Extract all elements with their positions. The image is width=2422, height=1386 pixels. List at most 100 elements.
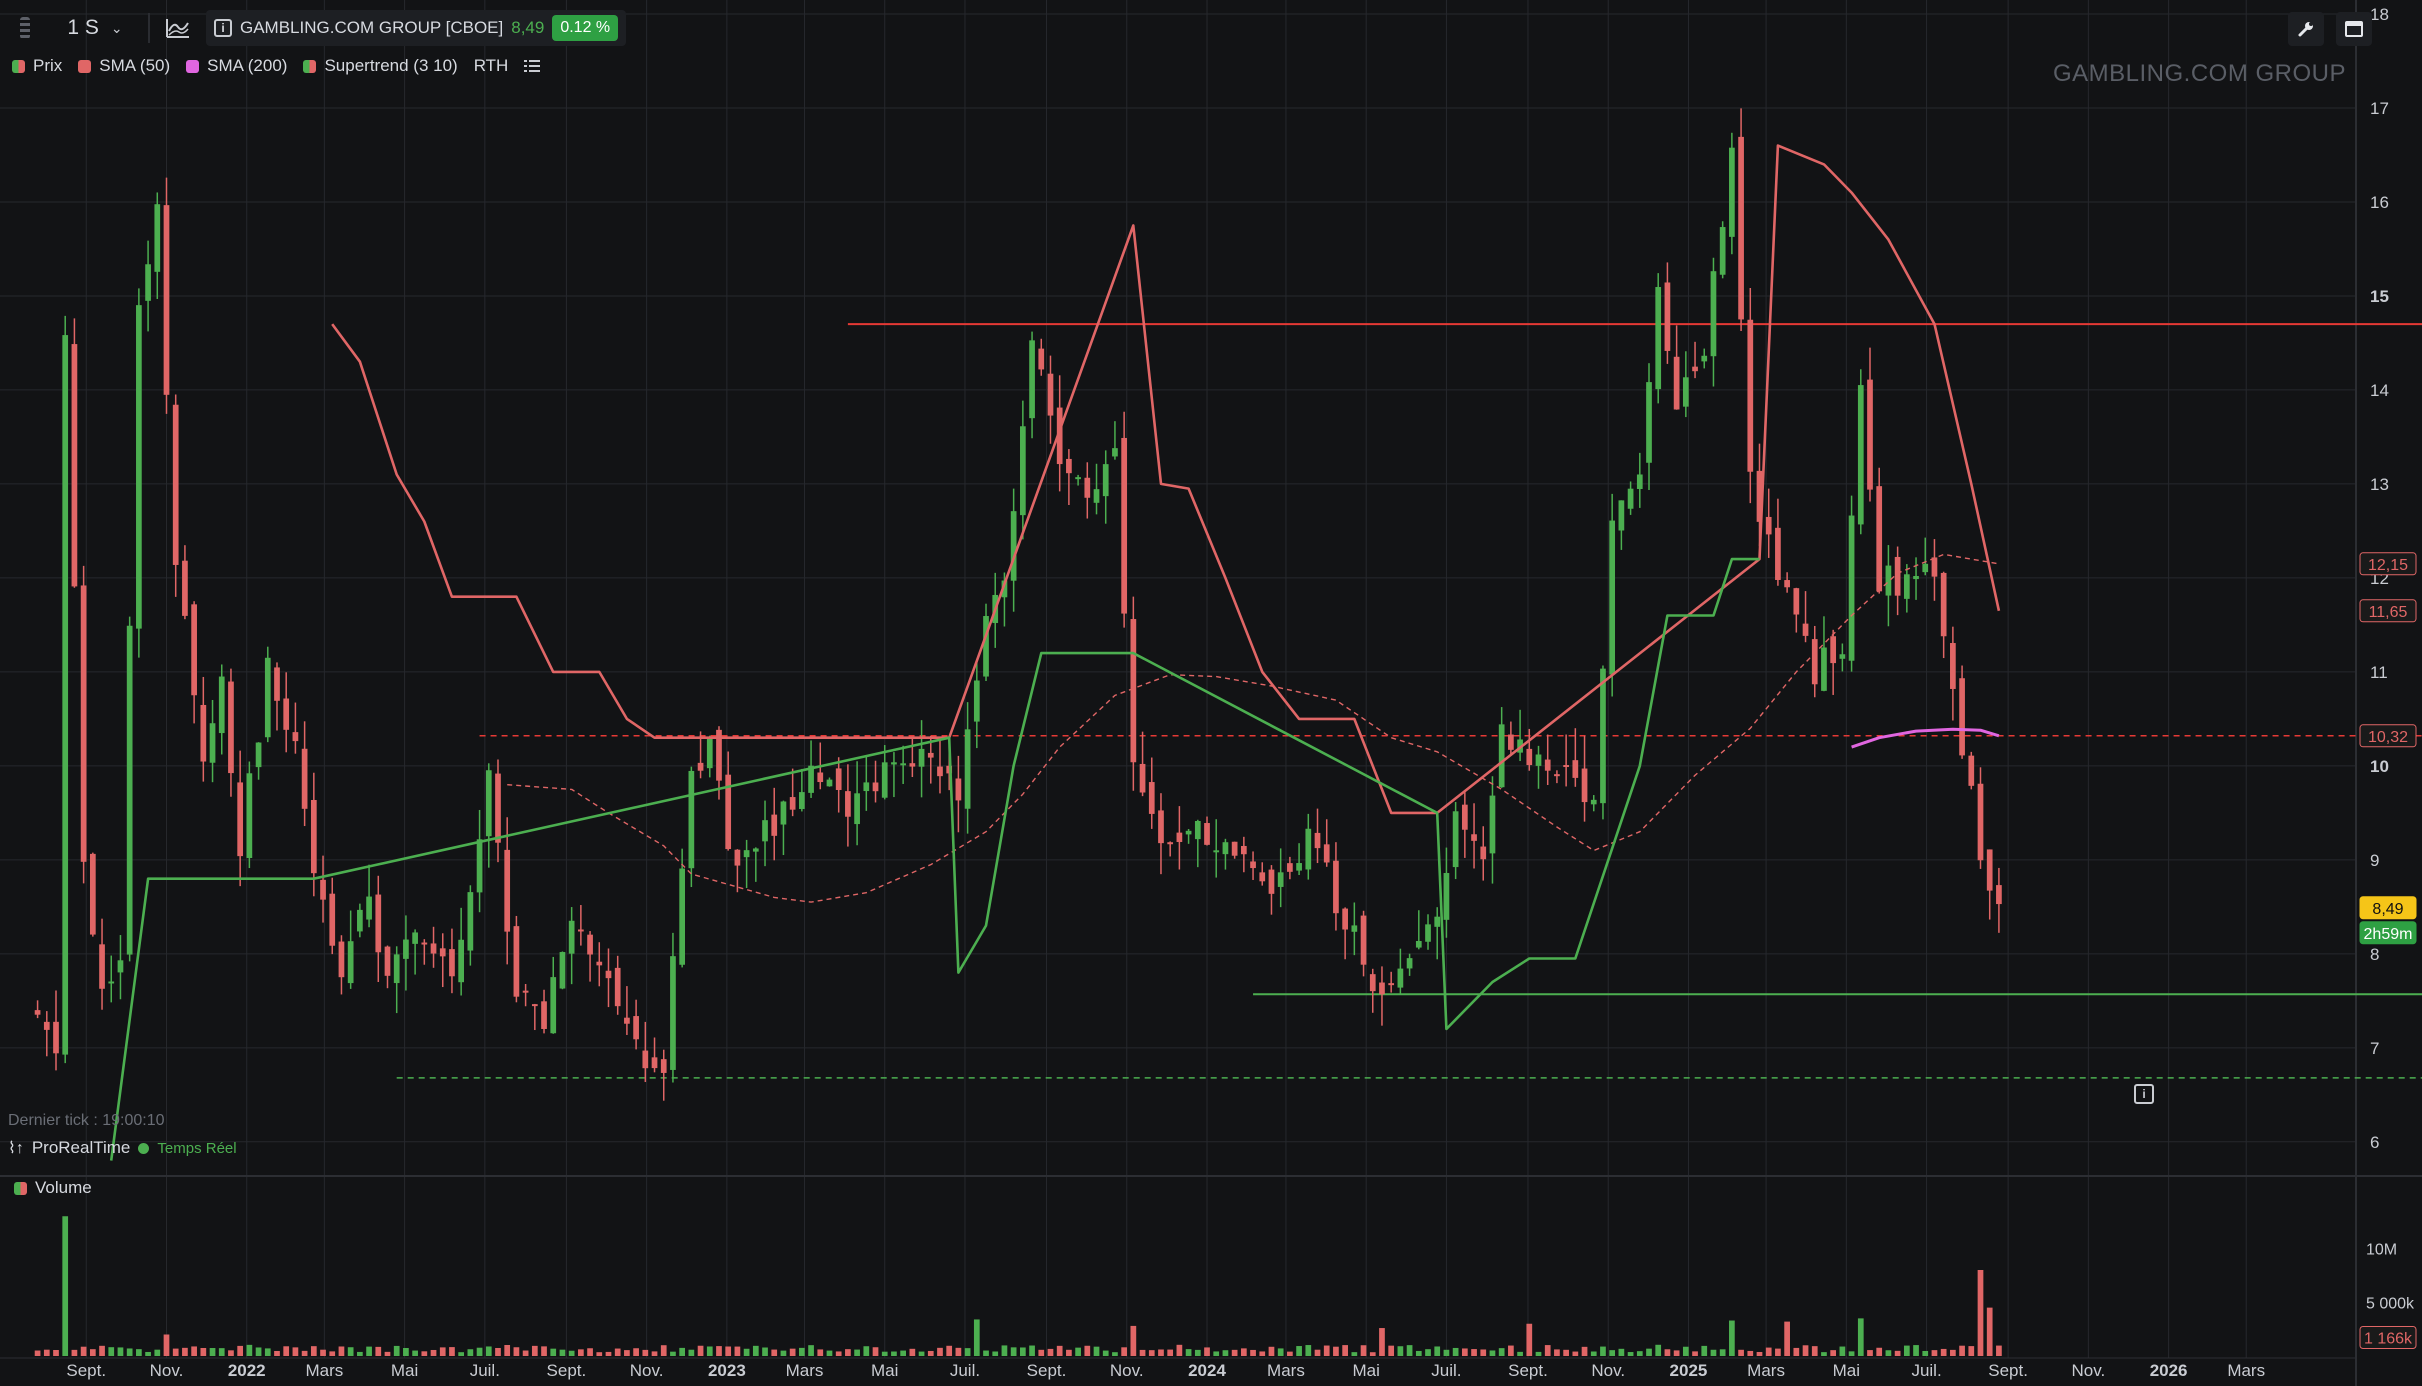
- candle-body: [255, 742, 262, 768]
- list-icon[interactable]: [524, 59, 541, 73]
- volume-bar: [1811, 1346, 1818, 1356]
- volume-bar: [1793, 1347, 1800, 1356]
- candle: [734, 849, 741, 893]
- chart-watermark: GAMBLING.COM GROUP: [2052, 60, 2346, 87]
- candle: [182, 545, 188, 620]
- legend-item-supertrend[interactable]: Supertrend (3 10): [303, 56, 458, 76]
- volume-bar: [504, 1345, 511, 1356]
- candle-body: [1314, 832, 1321, 849]
- candle: [1287, 856, 1293, 880]
- volume-bar: [789, 1348, 796, 1356]
- price-tick-label: 15: [2370, 287, 2389, 306]
- rth-toggle[interactable]: RTH: [474, 56, 509, 76]
- note-info-icon[interactable]: i: [2134, 1084, 2154, 1104]
- volume-bar: [1222, 1350, 1229, 1356]
- candle: [1010, 488, 1017, 612]
- countdown-tag-text: 2h59m: [2364, 926, 2413, 943]
- wrench-icon[interactable]: [2288, 12, 2324, 46]
- candle-body: [1802, 623, 1809, 636]
- volume-bar: [274, 1350, 280, 1356]
- candle: [209, 699, 216, 783]
- candle: [1977, 767, 1984, 869]
- price-tick-label: 7: [2370, 1039, 2379, 1058]
- candle: [1885, 545, 1892, 627]
- candle-body: [1333, 860, 1339, 914]
- symbol-info[interactable]: i GAMBLING.COM GROUP [CBOE] 8,49 0.12 %: [206, 10, 627, 46]
- volume-bar: [799, 1347, 805, 1356]
- candle-body: [964, 729, 971, 809]
- candle-body: [679, 868, 686, 965]
- maximize-window-icon[interactable]: [2336, 12, 2372, 46]
- candle-body: [476, 839, 483, 893]
- volume-bar: [679, 1347, 686, 1356]
- volume-bar: [1406, 1345, 1413, 1356]
- volume-bar: [264, 1348, 271, 1356]
- candle-body: [71, 344, 78, 587]
- volume-bar: [1231, 1349, 1238, 1356]
- candle: [1590, 795, 1597, 812]
- candle-body: [1222, 842, 1229, 855]
- volume-bar: [301, 1350, 308, 1356]
- volume-legend[interactable]: Volume: [14, 1178, 92, 1198]
- symbol-name: GAMBLING.COM GROUP [CBOE]: [240, 18, 504, 37]
- volume-bar: [863, 1346, 870, 1356]
- candle: [1563, 734, 1569, 787]
- candle: [1369, 968, 1376, 1013]
- volume-last-tag: 1 166k: [2359, 1325, 2417, 1349]
- candle-body: [614, 967, 621, 1007]
- candle: [1148, 757, 1155, 829]
- volume-bar: [1701, 1345, 1708, 1356]
- candle: [1544, 734, 1551, 785]
- candle-body: [1793, 588, 1800, 615]
- candle: [1314, 808, 1321, 864]
- candle-body: [734, 849, 741, 866]
- volume-bar: [1038, 1349, 1045, 1356]
- candle-body: [1784, 580, 1790, 588]
- candle-body: [881, 762, 888, 798]
- volume-bar: [1443, 1349, 1450, 1356]
- candle: [1112, 421, 1118, 460]
- candle-body: [274, 667, 280, 701]
- candle-body: [1019, 426, 1026, 516]
- top-toolbar: 1 S ⌄ i GAMBLING.COM GROUP [CBOE] 8,49 0…: [0, 10, 627, 46]
- candle-body: [1636, 474, 1643, 490]
- volume-bar: [1305, 1345, 1312, 1356]
- time-tick-label: Nov.: [150, 1361, 184, 1380]
- time-tick-label: 2023: [708, 1361, 746, 1380]
- chart-style-icon[interactable]: [158, 11, 198, 45]
- candle: [1240, 836, 1247, 873]
- candle: [145, 240, 151, 332]
- candle: [780, 800, 787, 856]
- volume-bar: [1121, 1347, 1127, 1356]
- candle-body: [1968, 755, 1975, 786]
- candle-body: [799, 792, 805, 810]
- candle: [1047, 355, 1054, 444]
- volume-bar: [752, 1345, 759, 1356]
- candle: [338, 935, 345, 995]
- candle-body: [1554, 774, 1560, 777]
- volume-bar: [357, 1351, 363, 1356]
- volume-bar: [1554, 1349, 1560, 1356]
- candle: [1102, 450, 1109, 524]
- candle-body: [1277, 872, 1284, 887]
- volume-bar: [1646, 1348, 1652, 1356]
- legend-item-prix[interactable]: Prix: [12, 56, 62, 76]
- legend-item-sma200[interactable]: SMA (200): [186, 56, 287, 76]
- candle-body: [1287, 863, 1293, 872]
- candle: [1830, 629, 1837, 695]
- candle: [43, 1011, 50, 1057]
- candle-body: [909, 763, 916, 767]
- candle: [1701, 348, 1708, 369]
- volume-bar: [1333, 1346, 1339, 1356]
- candle: [1968, 751, 1975, 790]
- legend-swatch: [303, 59, 317, 73]
- drag-handle-icon[interactable]: [8, 11, 42, 45]
- candle: [1204, 816, 1210, 846]
- candle: [697, 731, 704, 779]
- candle: [218, 664, 225, 755]
- candle: [1379, 966, 1385, 1026]
- legend-item-sma50[interactable]: SMA (50): [78, 56, 170, 76]
- timeframe-selector[interactable]: 1 S ⌄: [50, 11, 140, 45]
- volume-bar: [108, 1347, 115, 1356]
